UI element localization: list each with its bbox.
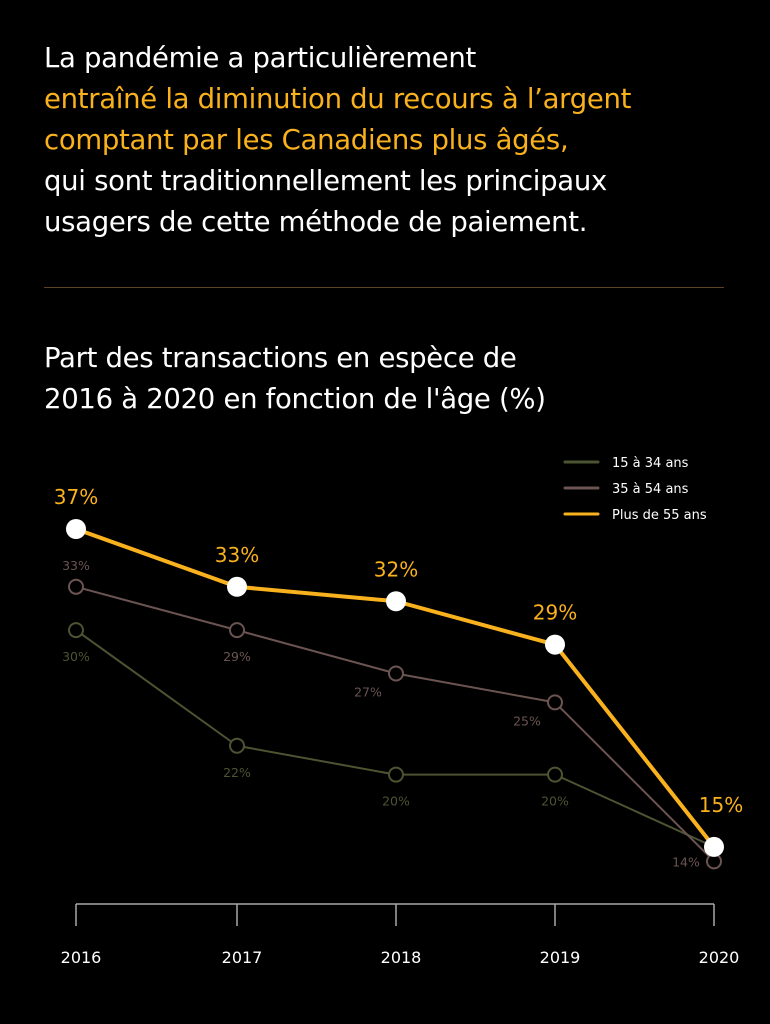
data-label-0-2017: 22%: [223, 765, 251, 780]
point-0-2018: [388, 766, 404, 783]
x-tick-label-2019: 2019: [540, 948, 581, 967]
data-label-1-2018: 27%: [354, 685, 382, 700]
x-axis: 2016 2017 2018 2019 2020: [61, 903, 740, 967]
point-2-2018: [386, 591, 406, 612]
headline-line-5: usagers de cette méthode de paiement.: [44, 206, 588, 238]
series-group: 30% 22% 20% 20% 33% 29% 27% 25% 14% 37% 33% 32% 29% 1…: [54, 485, 743, 870]
headline-line-1: La pandémie a particulièrement: [44, 42, 477, 74]
data-label-2-2018: 32%: [374, 557, 418, 581]
x-tick-label-2016: 2016: [61, 948, 102, 967]
chart-title-line-1: Part des transactions en espèce de: [44, 342, 517, 374]
point-0-2019: [547, 766, 563, 783]
data-label-2-2020: 15%: [699, 793, 743, 817]
data-label-0-2019: 20%: [541, 794, 569, 809]
point-2-2019: [545, 634, 565, 655]
divider: [44, 287, 724, 288]
data-label-1-2016: 33%: [62, 558, 90, 573]
data-label-2-2017: 33%: [215, 543, 259, 567]
point-1-2018: [388, 665, 404, 682]
data-label-2-2016: 37%: [54, 485, 98, 509]
legend-label-2: Plus de 55 ans: [612, 508, 707, 523]
legend-label-1: 35 à 54 ans: [612, 482, 689, 497]
point-0-2017: [229, 737, 245, 754]
chart-title-line-2: 2016 à 2020 en fonction de l'âge (%): [44, 383, 546, 415]
point-0-2016: [68, 622, 84, 639]
data-label-1-2019: 25%: [513, 713, 541, 728]
point-2-2020: [704, 836, 724, 857]
headline-line-2-highlight: entraîné la diminution du recours à l’ar…: [44, 83, 632, 115]
data-label-1-2020: 14%: [672, 854, 700, 869]
legend: 15 à 34 ans 35 à 54 ans Plus de 55 ans: [563, 456, 707, 523]
series-0: 30% 22% 20% 20%: [62, 622, 715, 848]
headline: La pandémie a particulièrement entraîné …: [44, 38, 744, 243]
x-tick-label-2020: 2020: [699, 948, 740, 967]
point-1-2016: [68, 578, 84, 595]
headline-line-3-highlight: comptant par les Canadiens plus âgés,: [44, 124, 569, 156]
point-1-2017: [229, 622, 245, 639]
data-label-1-2017: 29%: [223, 649, 251, 664]
x-tick-label-2018: 2018: [381, 948, 422, 967]
series-2: 37% 33% 32% 29% 15%: [54, 485, 743, 857]
chart-title: Part des transactions en espèce de 2016 …: [44, 338, 744, 420]
data-label-0-2016: 30%: [62, 649, 90, 664]
headline-line-4: qui sont traditionnellement les principa…: [44, 165, 607, 197]
series-line-0: [75, 629, 715, 848]
data-label-2-2019: 29%: [533, 601, 577, 625]
legend-label-0: 15 à 34 ans: [612, 456, 689, 471]
point-2-2016: [66, 519, 86, 539]
series-1: 33% 29% 27% 25% 14%: [62, 558, 722, 870]
data-label-0-2018: 20%: [382, 794, 410, 809]
point-1-2019: [547, 694, 563, 711]
point-2-2017: [227, 576, 247, 597]
x-tick-label-2017: 2017: [222, 948, 263, 967]
